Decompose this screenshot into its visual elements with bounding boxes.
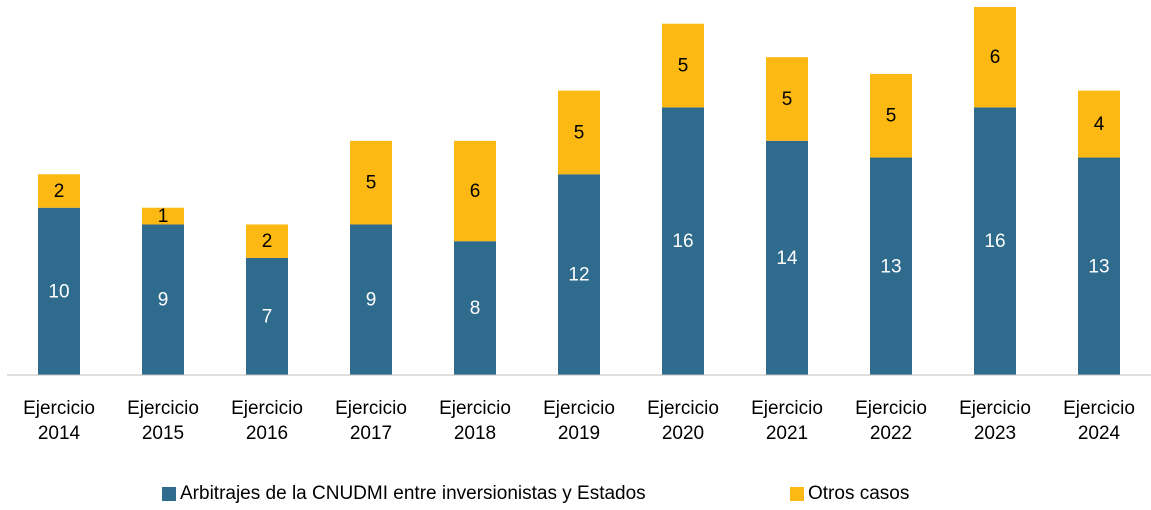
bar-segment [246,224,288,258]
x-tick-label: Ejercicio 2016 [231,398,303,444]
data-label: 6 [990,47,1001,68]
bar-segment [766,140,808,375]
data-label: 9 [158,290,169,311]
bar-segment [454,140,496,242]
x-tick-label: Ejercicio 2020 [647,398,719,444]
data-label: 16 [672,231,693,252]
bar-segment [662,107,704,375]
data-label: 13 [1088,256,1109,277]
data-label: 5 [366,173,377,194]
data-label: 4 [1094,114,1105,135]
bar-segment [142,224,184,375]
data-label: 14 [776,248,798,269]
bar-segment [558,174,600,375]
x-tick-label: Ejercicio 2017 [335,398,407,444]
data-label: 2 [262,231,273,252]
data-label: 12 [568,265,589,286]
x-tick-label: Ejercicio 2021 [751,398,823,444]
x-tick-label: Ejercicio 2022 [855,398,927,444]
bar-segment [974,7,1016,108]
legend-item: Arbitrajes de la CNUDMI entre inversioni… [162,482,646,506]
bar-segment [974,107,1016,375]
data-label: 5 [574,122,585,143]
x-tick-label: Ejercicio 2023 [959,398,1031,444]
bar-segment [454,241,496,375]
data-label: 6 [470,181,481,202]
data-label: 1 [158,206,169,227]
data-label: 5 [782,89,793,110]
data-label: 10 [48,281,69,302]
bar-segment [662,23,704,108]
legend-label: Otros casos [808,483,910,504]
bar-segment [870,157,912,375]
data-label: 9 [366,290,377,311]
data-label: 13 [880,256,901,277]
bar-segment [142,207,184,225]
x-tick-label: Ejercicio 2014 [23,398,95,444]
x-tick-label: Ejercicio 2015 [127,398,199,444]
data-label: 7 [262,306,273,327]
bar-segment [350,224,392,375]
legend-swatch [790,487,804,501]
bar-segment [870,73,912,158]
x-tick-label: Ejercicio 2018 [439,398,511,444]
bar-segment [350,140,392,225]
legend-label: Arbitrajes de la CNUDMI entre inversioni… [180,483,646,504]
data-label: 5 [678,56,689,77]
bar-segment [38,174,80,208]
legend-swatch [162,487,176,501]
data-label: 8 [470,298,481,319]
data-label: 16 [984,231,1005,252]
bar-segment [38,207,80,375]
x-tick-label: Ejercicio 2024 [1063,398,1135,444]
bar-segment [1078,90,1120,158]
data-label: 5 [886,106,897,127]
x-tick-label: Ejercicio 2019 [543,398,615,444]
bar-segment [558,90,600,175]
bar-segment [1078,157,1120,375]
bar-segment [246,257,288,375]
data-label: 2 [54,181,65,202]
bar-segment [766,57,808,141]
legend-item: Otros casos [790,482,909,506]
